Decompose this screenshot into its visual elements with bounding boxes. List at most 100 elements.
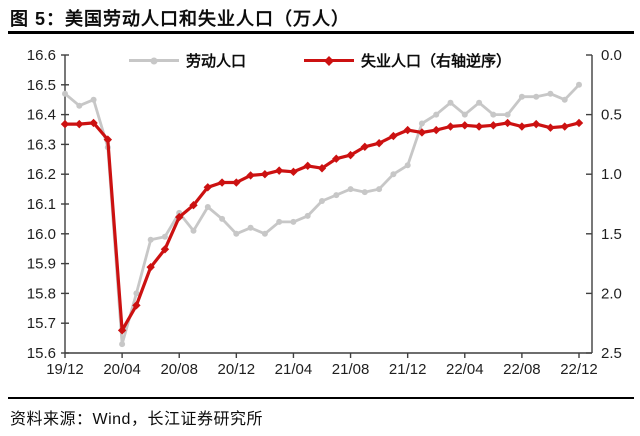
left-axis-tick-label: 16.1 bbox=[27, 196, 56, 213]
legend-label-labor: 劳动人口 bbox=[185, 53, 246, 70]
data-point bbox=[76, 102, 83, 109]
x-axis-tick-label: 21/08 bbox=[332, 361, 370, 378]
data-point bbox=[533, 93, 540, 100]
data-point bbox=[117, 326, 127, 335]
data-point bbox=[160, 245, 170, 254]
data-point bbox=[560, 122, 569, 131]
data-point bbox=[531, 119, 541, 129]
data-point bbox=[390, 171, 397, 178]
data-point bbox=[319, 198, 325, 204]
title-divider bbox=[8, 31, 634, 34]
left-axis-tick-label: 15.9 bbox=[27, 256, 56, 273]
data-point bbox=[574, 118, 584, 128]
data-point bbox=[503, 118, 512, 128]
data-point bbox=[219, 215, 226, 222]
data-point bbox=[233, 230, 240, 237]
data-point bbox=[432, 125, 441, 135]
data-point bbox=[317, 164, 327, 173]
left-axis-tick-label: 16.5 bbox=[27, 77, 56, 94]
x-axis-tick-label: 22/08 bbox=[503, 361, 541, 378]
data-point bbox=[304, 212, 311, 219]
x-axis-tick-label: 20/08 bbox=[160, 361, 198, 378]
data-point bbox=[232, 178, 241, 187]
right-axis-tick-label: 2.5 bbox=[601, 345, 622, 362]
data-point bbox=[289, 167, 298, 177]
right-axis-tick-label: 1.5 bbox=[601, 226, 622, 243]
data-point bbox=[546, 123, 555, 132]
left-axis-tick-label: 16.3 bbox=[27, 136, 56, 153]
data-point bbox=[576, 81, 582, 88]
data-point bbox=[89, 118, 98, 128]
data-point bbox=[190, 227, 197, 234]
data-point bbox=[417, 128, 427, 137]
left-axis-tick-label: 16.0 bbox=[27, 226, 56, 243]
data-point bbox=[146, 262, 155, 272]
source-divider bbox=[8, 397, 634, 399]
data-point bbox=[517, 122, 527, 131]
x-axis-tick-label: 21/12 bbox=[389, 361, 427, 378]
right-axis-tick-label: 0.0 bbox=[601, 47, 622, 64]
data-point bbox=[404, 162, 411, 169]
data-point bbox=[203, 183, 212, 192]
left-axis-tick-label: 15.8 bbox=[27, 285, 56, 302]
data-point bbox=[90, 96, 97, 103]
data-point bbox=[474, 122, 484, 131]
left-axis-tick-label: 15.7 bbox=[27, 315, 56, 332]
data-point bbox=[132, 301, 141, 310]
data-point bbox=[103, 135, 113, 144]
data-point bbox=[547, 90, 554, 97]
data-point bbox=[161, 233, 168, 240]
source-note: 资料来源：Wind，长江证券研究所 bbox=[10, 411, 263, 428]
data-point bbox=[418, 120, 425, 127]
data-point bbox=[175, 212, 184, 222]
data-point bbox=[446, 122, 455, 131]
x-axis-tick-label: 21/04 bbox=[275, 361, 313, 378]
data-point bbox=[346, 150, 355, 160]
x-axis-tick-label: 20/04 bbox=[103, 361, 141, 378]
unemployment-series bbox=[60, 118, 584, 335]
data-point bbox=[247, 224, 254, 231]
data-point bbox=[260, 170, 270, 179]
axis-labels: 16.6 16.5 16.4 16.3 16.2 16.1 16.0 15.9 15.8 15.7… bbox=[27, 47, 622, 378]
data-point bbox=[333, 192, 340, 199]
left-axis-tick-label: 16.6 bbox=[27, 47, 56, 64]
data-point bbox=[75, 119, 84, 129]
legend-item-labor: 劳动人口 bbox=[128, 50, 246, 71]
data-point bbox=[119, 341, 126, 348]
data-point bbox=[490, 111, 497, 118]
data-point bbox=[447, 99, 454, 106]
labor-series bbox=[62, 81, 582, 348]
data-point bbox=[460, 121, 469, 130]
data-point bbox=[433, 111, 440, 118]
data-point bbox=[290, 218, 297, 225]
legend-item-unemployment: 失业人口（右轴逆序） bbox=[304, 50, 511, 71]
data-point bbox=[376, 186, 383, 193]
data-point bbox=[403, 125, 412, 135]
right-axis-tick-label: 1.0 bbox=[601, 166, 622, 183]
unemployment-series-swatch bbox=[304, 55, 354, 66]
data-point bbox=[133, 290, 140, 297]
data-point bbox=[489, 121, 498, 130]
data-point bbox=[303, 161, 312, 171]
data-point bbox=[261, 230, 268, 237]
left-axis-tick-label: 16.2 bbox=[27, 166, 56, 183]
axes bbox=[61, 54, 593, 358]
data-point bbox=[347, 186, 354, 193]
right-axis-tick-label: 2.0 bbox=[601, 285, 622, 302]
data-point bbox=[274, 166, 284, 175]
data-point bbox=[217, 178, 227, 187]
right-axis-tick-label: 0.5 bbox=[601, 107, 622, 124]
data-point bbox=[204, 204, 211, 210]
circle-marker-icon bbox=[150, 57, 158, 64]
data-point bbox=[389, 131, 398, 141]
data-point bbox=[62, 90, 68, 97]
data-point bbox=[461, 111, 468, 118]
x-axis-tick-label: 22/04 bbox=[446, 361, 484, 378]
data-point bbox=[518, 93, 525, 100]
data-point bbox=[561, 96, 568, 103]
data-point bbox=[360, 142, 370, 151]
data-point bbox=[246, 171, 255, 180]
data-point bbox=[276, 218, 283, 225]
